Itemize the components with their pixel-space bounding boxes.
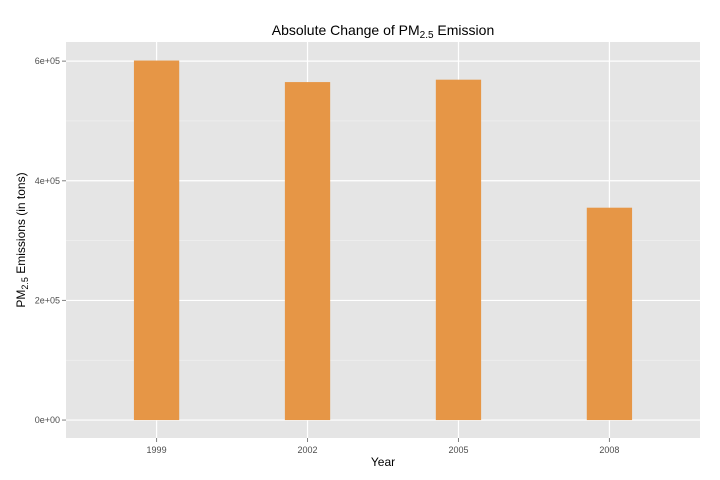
bar-2002 <box>284 82 331 421</box>
y-tick-label: 4e+05 <box>35 176 60 186</box>
y-tick-label: 2e+05 <box>35 295 60 305</box>
x-tick-label: 2005 <box>448 445 468 455</box>
chart-title: Absolute Change of PM2.5 Emission <box>272 22 494 41</box>
y-tick-label: 0e+00 <box>35 415 60 425</box>
bars <box>133 60 633 421</box>
y-axis-title: PM2.5 Emissions (in tons) <box>14 172 30 307</box>
x-tick-label: 2002 <box>298 445 318 455</box>
bar-2005 <box>435 79 482 421</box>
bar-1999 <box>133 60 180 421</box>
x-axis-ticks: 1999 2002 2005 2008 <box>147 438 619 455</box>
x-tick-label: 1999 <box>147 445 167 455</box>
y-axis-ticks: 0e+00 2e+05 4e+05 6e+05 <box>35 56 66 425</box>
y-tick-label: 6e+05 <box>35 56 60 66</box>
bar-2008 <box>586 207 633 421</box>
x-axis-title: Year <box>371 455 395 469</box>
x-tick-label: 2008 <box>599 445 619 455</box>
